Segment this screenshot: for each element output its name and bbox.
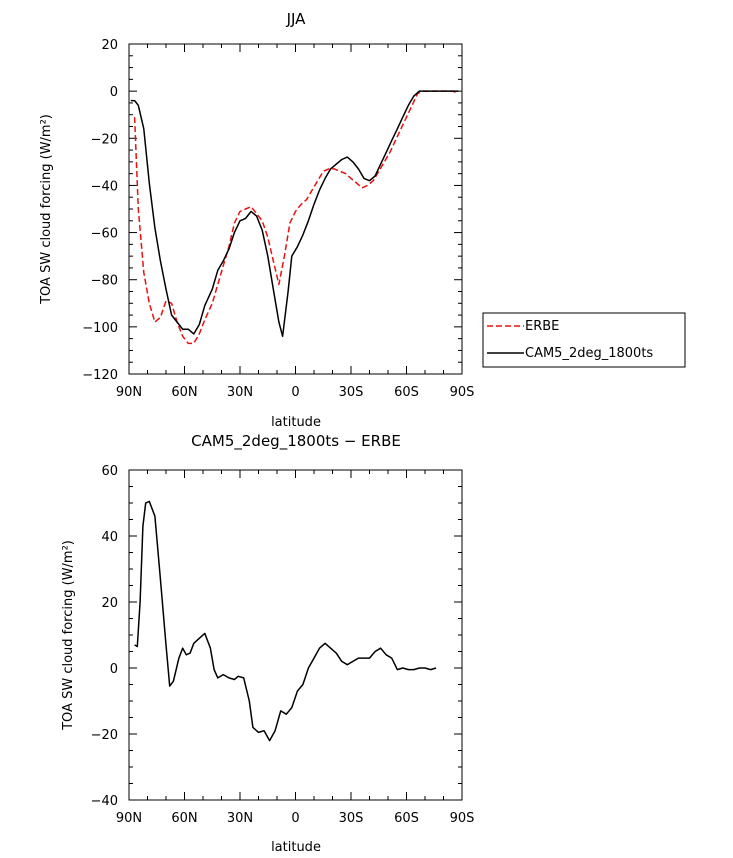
x-tick-label: 30S: [339, 811, 364, 826]
x-axis-label-bottom: latitude: [271, 840, 321, 855]
plot-frame-top: [128, 43, 463, 375]
y-tick-label: −40: [91, 794, 118, 809]
y-tick-label: 60: [101, 464, 118, 479]
y-tick-label: −80: [91, 274, 118, 289]
y-tick-label: 0: [110, 85, 118, 100]
x-tick-label: 90S: [450, 385, 475, 400]
plot-frame-bottom: [128, 469, 463, 801]
y-tick-label: 20: [101, 596, 118, 611]
y-tick-label: −40: [91, 179, 118, 194]
legend-box: [482, 312, 686, 368]
panel-bottom-difference: CAM5_2deg_1800ts − ERBE latitude TOA SW …: [61, 432, 474, 855]
x-tick-label: 90N: [116, 385, 142, 400]
chart-title-jja: JJA: [286, 10, 307, 28]
y-tick-label: −20: [91, 132, 118, 147]
x-tick-label: 0: [291, 811, 299, 826]
x-tick-label: 0: [291, 385, 299, 400]
x-tick-label: 60S: [394, 385, 419, 400]
series-line-erbe: [133, 90, 459, 345]
x-tick-label: 30N: [227, 385, 253, 400]
plot-area-top: 20 0 −20 −40 −60 −80 −100 −120 90N 60N 30N 0 30S 60S 9…: [82, 38, 474, 400]
x-tick-label: 60S: [394, 811, 419, 826]
x-tick-label: 60N: [171, 811, 197, 826]
x-axis-label-top: latitude: [271, 415, 321, 430]
legend: ERBE CAM5_2deg_1800ts: [482, 312, 686, 368]
series-line-cam5-2deg-1800ts: [130, 90, 459, 338]
x-tick-label: 30S: [339, 385, 364, 400]
y-tick-label: −60: [91, 227, 118, 242]
plot-area-bottom: 60 40 20 0 −20 −40 90N 60N 30N 0 30S 60S 90S: [91, 464, 475, 826]
y-tick-label: 20: [101, 38, 118, 53]
legend-label-erbe: ERBE: [525, 319, 559, 334]
y-axis-label-top: TOA SW cloud forcing (W/m²): [39, 114, 54, 305]
y-tick-label: −100: [82, 321, 118, 336]
x-tick-label: 60N: [171, 385, 197, 400]
y-tick-label: −120: [82, 368, 118, 383]
panel-top-jja: JJA latitude TOA SW cloud forcing (W/m²)…: [39, 10, 474, 430]
x-tick-label: 90S: [450, 811, 475, 826]
chart-title-difference: CAM5_2deg_1800ts − ERBE: [191, 432, 401, 451]
y-tick-label: 40: [101, 530, 118, 545]
y-tick-label: −20: [91, 728, 118, 743]
x-tick-label: 30N: [227, 811, 253, 826]
series-line-cam5-2deg-1800ts-erbe: [134, 500, 437, 742]
x-tick-label: 90N: [116, 811, 142, 826]
y-axis-label-bottom: TOA SW cloud forcing (W/m²): [61, 540, 76, 731]
legend-label-cam5: CAM5_2deg_1800ts: [525, 346, 653, 361]
y-tick-label: 0: [110, 662, 118, 677]
